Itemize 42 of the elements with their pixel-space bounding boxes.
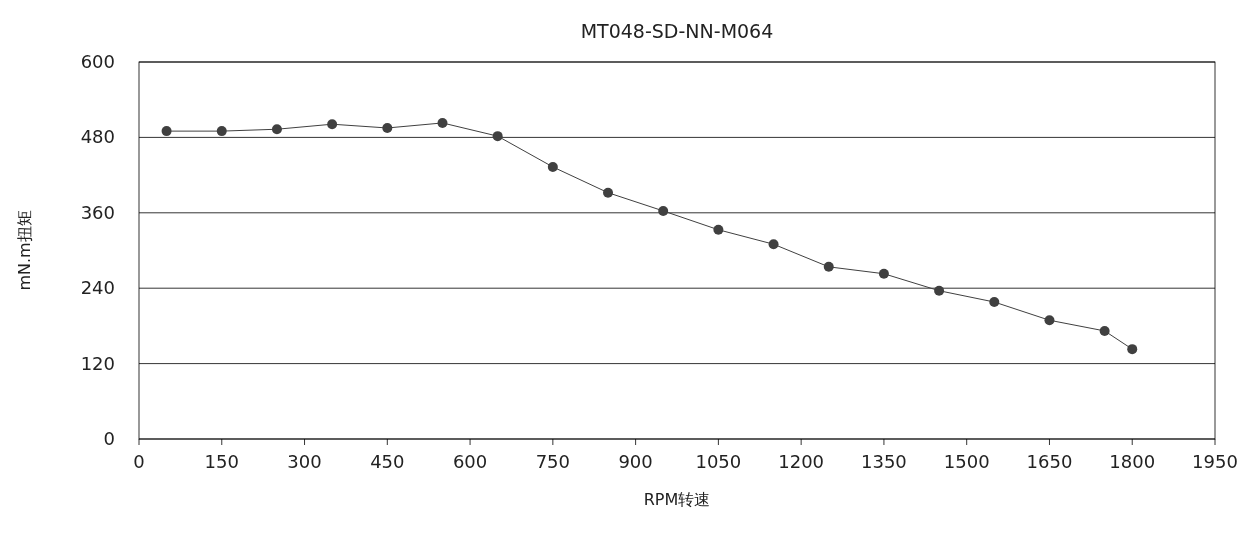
point xyxy=(1044,315,1055,326)
point xyxy=(989,297,1000,308)
point xyxy=(271,124,282,135)
point xyxy=(327,119,338,130)
point xyxy=(768,239,779,250)
point xyxy=(603,187,614,198)
x-tick-label: 300 xyxy=(287,451,322,472)
x-tick-label: 1950 xyxy=(1192,451,1238,472)
y-tick-label: 240 xyxy=(80,277,115,299)
point xyxy=(878,268,889,279)
point xyxy=(382,122,393,133)
point xyxy=(658,205,669,216)
x-tick-label: 450 xyxy=(370,451,405,472)
point xyxy=(823,261,834,272)
y-tick-label: 480 xyxy=(80,126,115,148)
y-tick-label: 0 xyxy=(103,428,115,449)
x-tick-label: 1200 xyxy=(778,451,825,472)
y-tick-label: 600 xyxy=(80,51,115,72)
point xyxy=(437,117,448,128)
x-axis-title: RPM转速 xyxy=(643,490,711,509)
y-tick-label: 360 xyxy=(80,201,115,223)
x-tick-label: 600 xyxy=(452,451,488,472)
point xyxy=(161,126,172,137)
y-tick-label: 120 xyxy=(80,352,115,374)
x-tick-label: 900 xyxy=(618,451,653,472)
x-tick-label: 0 xyxy=(133,451,145,472)
x-tick-label: 750 xyxy=(535,451,571,472)
x-tick-label: 1500 xyxy=(943,451,990,472)
point xyxy=(1127,344,1138,355)
point xyxy=(934,285,945,296)
chart-title: MT048-SD-NN-M064 xyxy=(580,20,774,42)
x-tick-label: 150 xyxy=(204,451,239,472)
point xyxy=(492,131,503,142)
x-tick-label: 1800 xyxy=(1109,451,1156,472)
point xyxy=(547,161,558,172)
y-axis-title: mN.m扭矩 xyxy=(15,210,34,291)
point xyxy=(1099,325,1110,336)
x-tick-label: 1350 xyxy=(861,451,907,472)
x-tick-label: 1650 xyxy=(1026,451,1073,472)
x-tick-label: 1050 xyxy=(695,451,742,472)
point xyxy=(713,224,724,235)
point xyxy=(216,126,227,137)
